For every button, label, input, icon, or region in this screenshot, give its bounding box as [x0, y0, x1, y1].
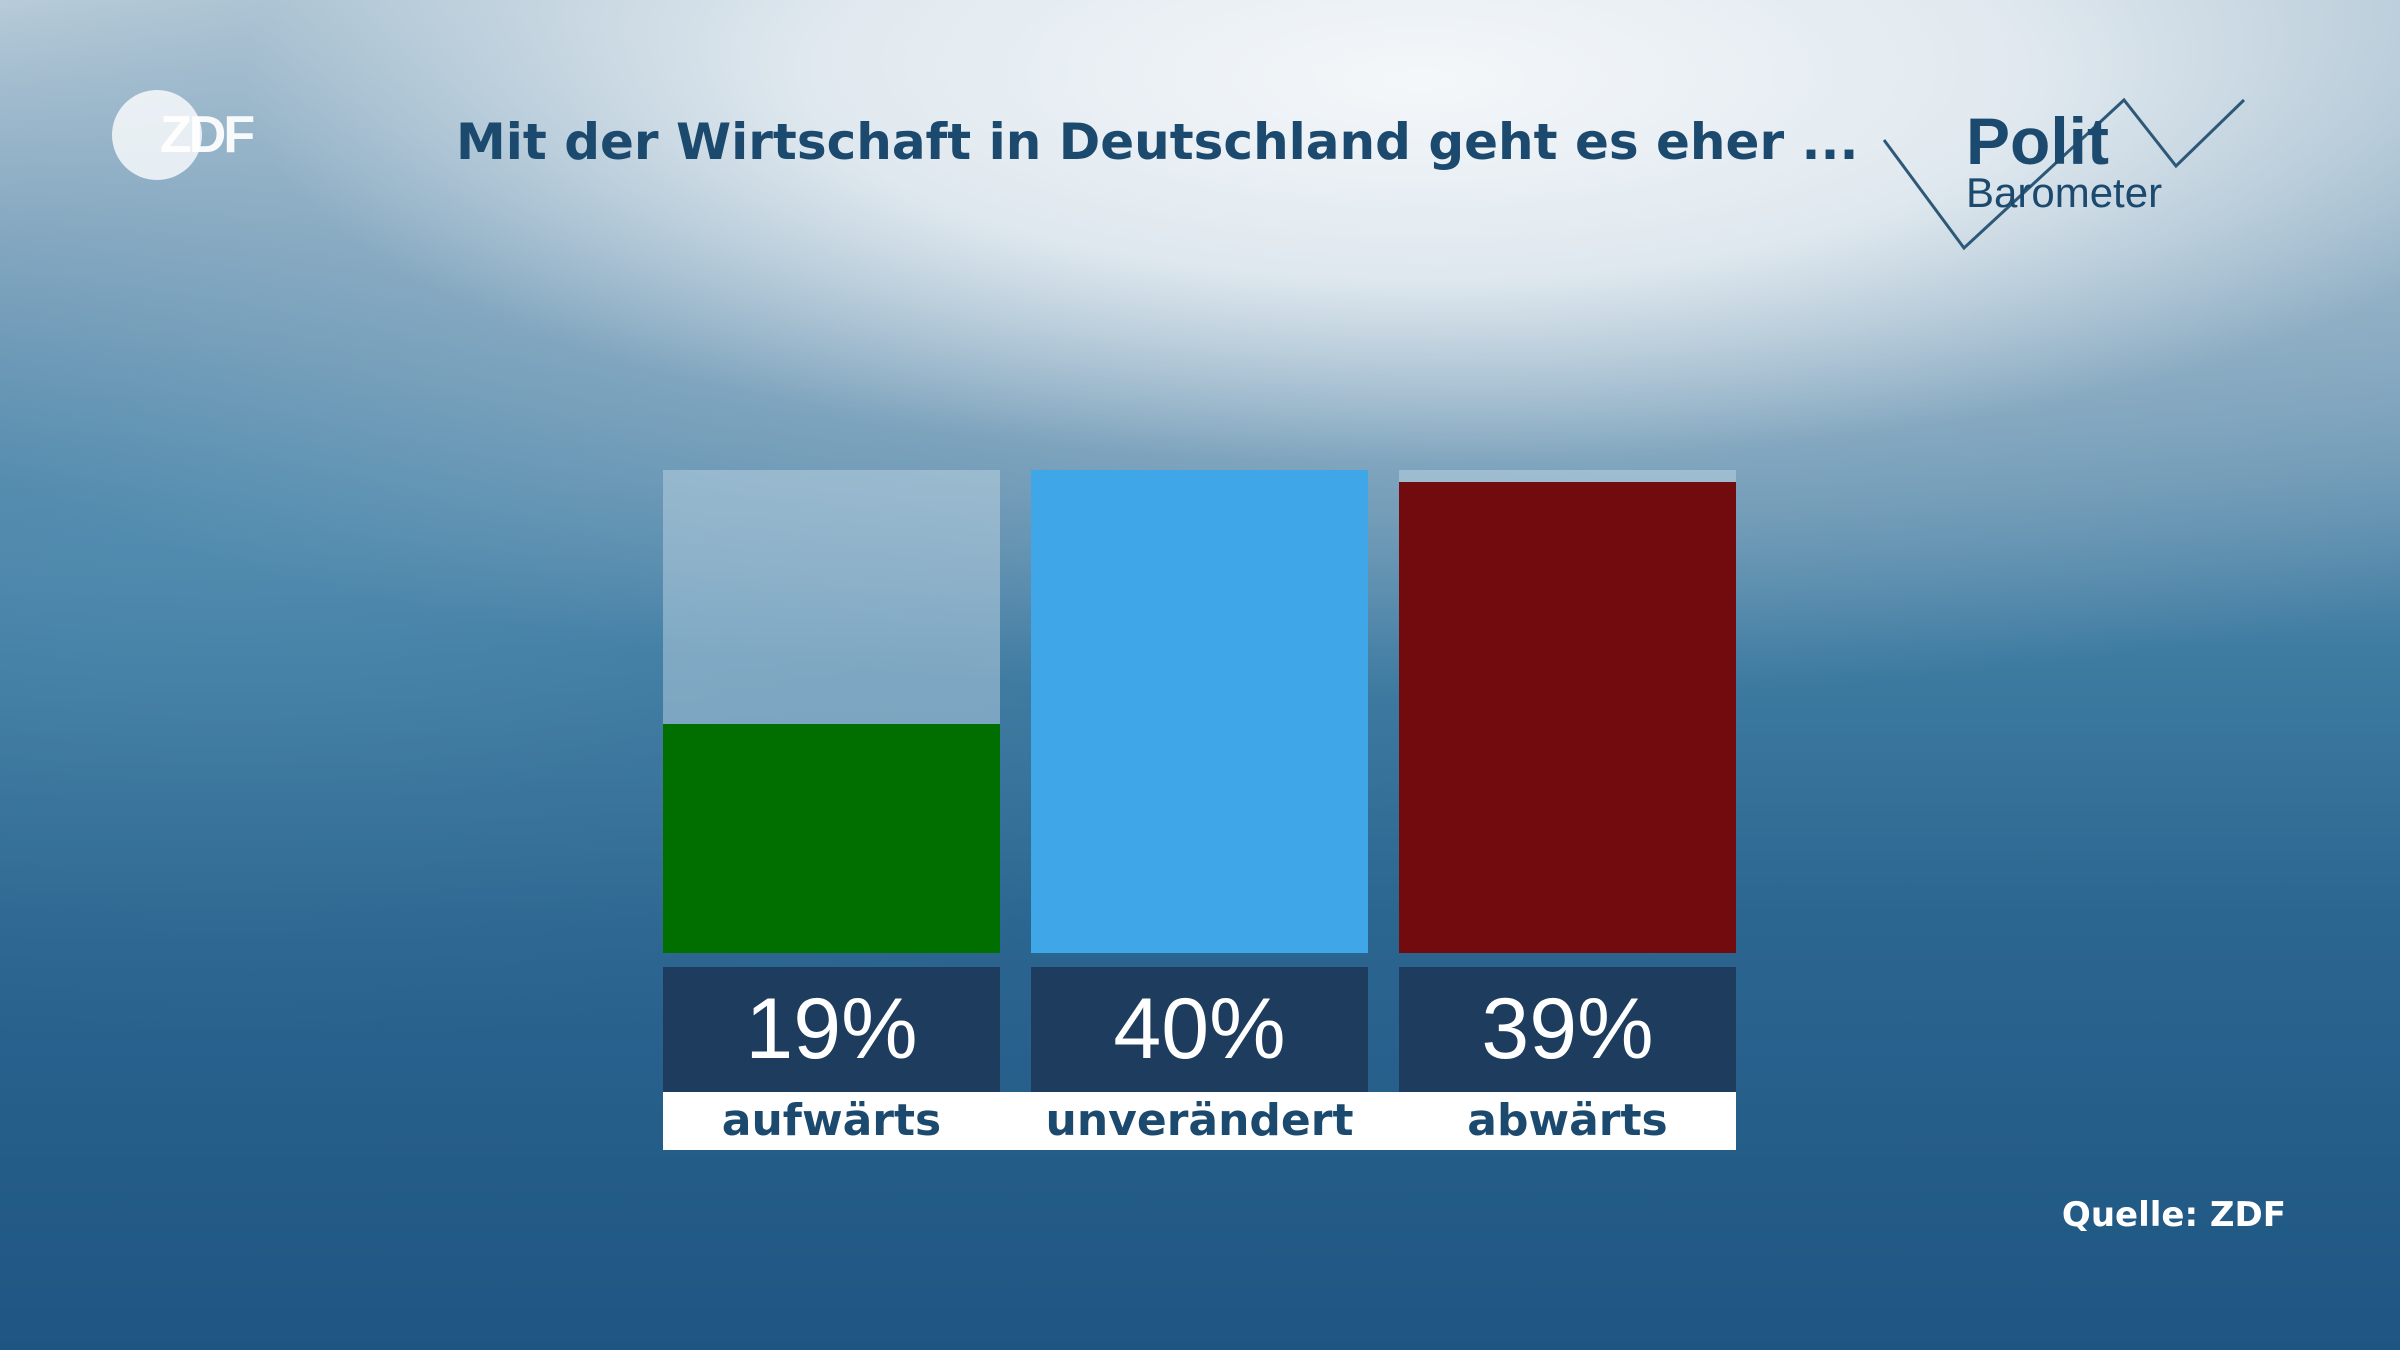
- bar: [1031, 470, 1368, 953]
- bar-group: 39% abwärts: [1399, 470, 1736, 1150]
- bar-group: 40% unverändert: [1031, 470, 1368, 1150]
- zdf-logo-text: ZDF: [160, 106, 255, 164]
- bar-value-label: 19%: [663, 967, 1000, 1092]
- politbarometer-logo: Polit Barometer: [1878, 96, 2248, 256]
- politbarometer-zigzag-icon: [1882, 97, 2246, 251]
- politbarometer-polit-text: Polit: [1966, 104, 2109, 178]
- bar-track: [663, 470, 1000, 953]
- bar-track: [1031, 470, 1368, 953]
- bar: [663, 724, 1000, 953]
- zdf-logo-circle: [112, 90, 202, 180]
- bar-category-label: aufwärts: [663, 1092, 1000, 1150]
- politbarometer-barometer-text: Barometer: [1966, 169, 2163, 216]
- bar-value-label: 40%: [1031, 967, 1368, 1092]
- source-note: Quelle: ZDF: [2061, 1195, 2286, 1235]
- bar-group: 19% aufwärts: [663, 470, 1000, 1150]
- bar: [1399, 482, 1736, 953]
- bar-track: [1399, 470, 1736, 953]
- bar-category-label: unverändert: [1031, 1092, 1368, 1150]
- bar-value-label: 39%: [1399, 967, 1736, 1092]
- bar-category-label: abwärts: [1399, 1092, 1736, 1150]
- zdf-logo: ZDF: [112, 90, 272, 182]
- chart-title: Mit der Wirtschaft in Deutschland geht e…: [456, 113, 1859, 171]
